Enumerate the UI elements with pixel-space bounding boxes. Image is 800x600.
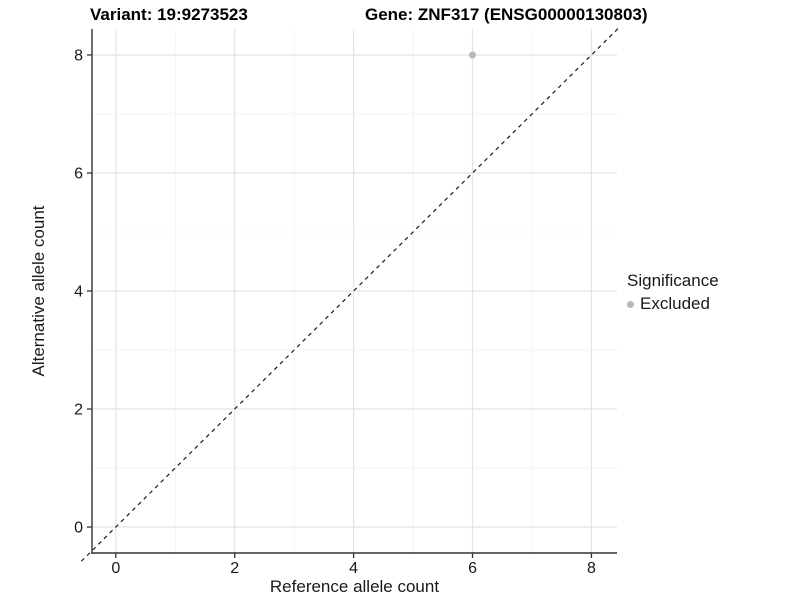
x-axis-title: Reference allele count: [269, 577, 440, 596]
data-point-excluded: [469, 51, 477, 59]
legend-item-label: Excluded: [640, 294, 710, 313]
y-tick-label: 6: [74, 165, 83, 182]
y-tick-label: 4: [74, 284, 83, 301]
y-tick-label: 2: [74, 402, 83, 419]
gene-title: Gene: ZNF317 (ENSG00000130803): [365, 5, 648, 24]
x-tick-label: 2: [230, 560, 239, 577]
legend-title: Significance: [627, 271, 719, 290]
x-tick-label: 6: [468, 560, 477, 577]
x-tick-label: 0: [111, 560, 120, 577]
legend-item-excluded: Excluded: [627, 294, 719, 314]
y-axis-title: Alternative allele count: [29, 205, 48, 377]
variant-title: Variant: 19:9273523: [90, 5, 248, 24]
legend: Significance Excluded: [627, 271, 719, 314]
identity-dashed-line: [80, 26, 620, 562]
excluded-point-icon: [627, 300, 634, 308]
x-tick-label: 4: [349, 560, 358, 577]
y-tick-label: 0: [74, 520, 83, 537]
x-tick-label: 8: [587, 560, 596, 577]
y-tick-label: 8: [74, 47, 83, 64]
